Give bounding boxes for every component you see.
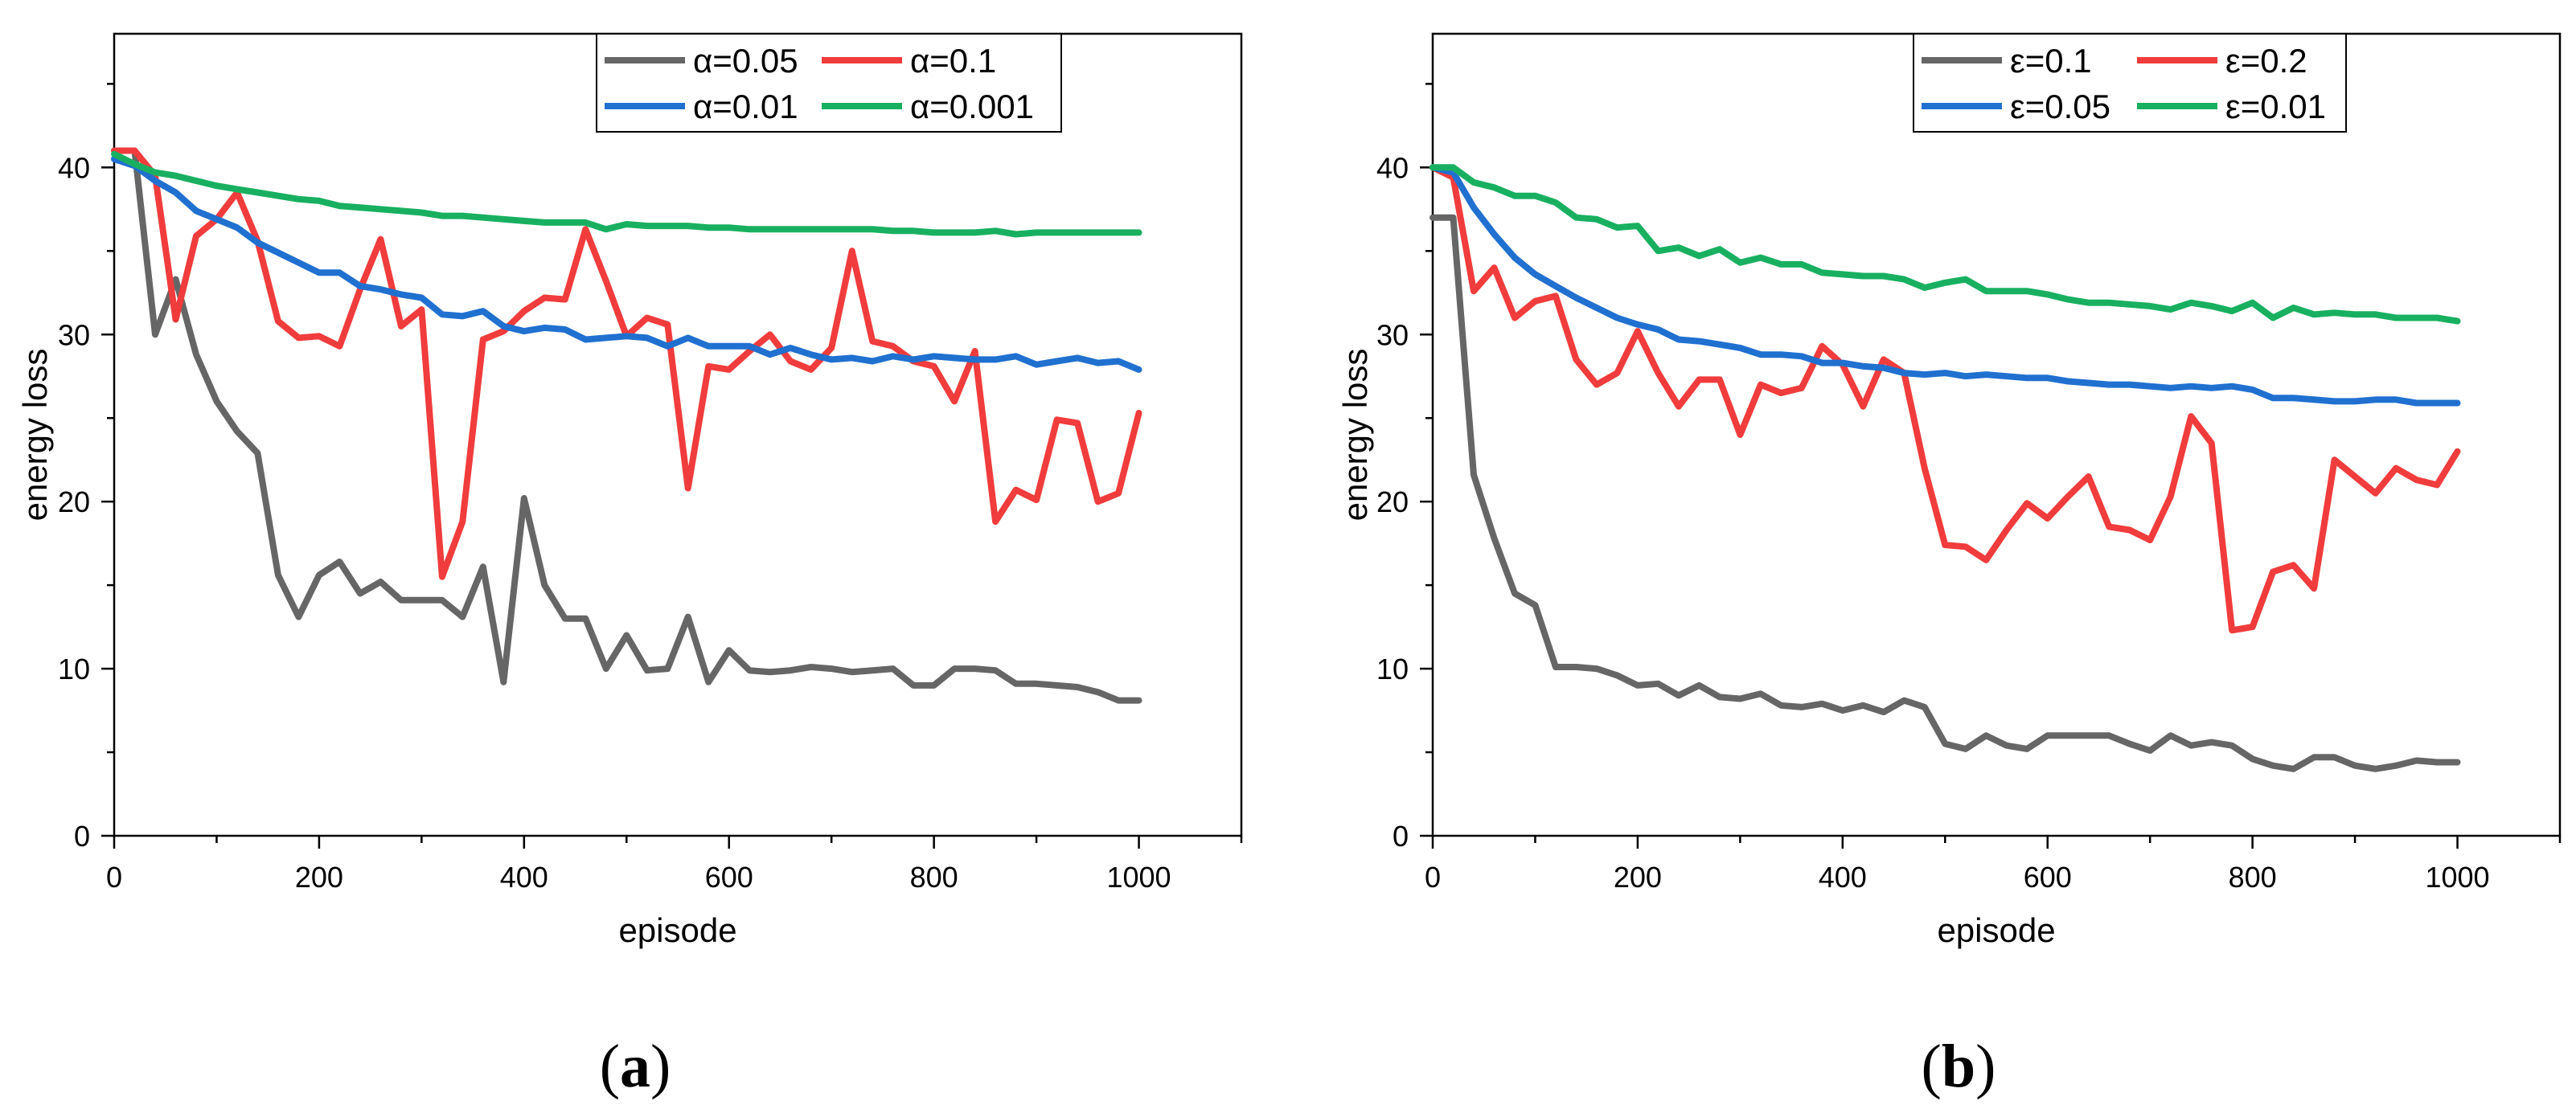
chart-panel-b: 0 200 400 600 800 1000 0 10 20 30 40 ε=0.1 ε=0.2 ε… — [1336, 32, 2562, 1100]
axis-ticks: 0 200 400 600 800 1000 0 10 20 30 40 — [58, 83, 1243, 894]
panel-caption-a: (a) — [600, 1033, 671, 1100]
legend-box — [1913, 33, 2347, 133]
series-line-2 — [1430, 164, 2461, 407]
y-axis-label: energy loss — [16, 349, 54, 522]
legend-label-1: ε=0.2 — [2225, 42, 2307, 80]
axis-ticks: 0 200 400 600 800 1000 0 10 20 30 40 — [1376, 83, 2562, 894]
y-tick-label: 10 — [1376, 653, 1409, 686]
y-tick-label: 0 — [74, 820, 90, 853]
y-tick-label: 30 — [58, 318, 90, 351]
legend-label-1: α=0.1 — [910, 42, 996, 80]
legend-box — [596, 33, 1062, 133]
legend-label-3: ε=0.01 — [2225, 88, 2326, 125]
chart-panel-a: 0 200 400 600 800 1000 0 10 20 30 40 α=0.05 α=0.1 … — [16, 32, 1243, 1100]
y-tick-label: 20 — [58, 485, 90, 518]
x-tick-label: 0 — [106, 861, 122, 894]
x-tick-label: 400 — [1819, 861, 1867, 894]
legend-label-2: ε=0.05 — [2010, 88, 2110, 125]
plot-frame — [113, 32, 1243, 837]
series-line-0 — [111, 147, 1142, 704]
legend-label-2: α=0.01 — [693, 88, 798, 125]
series-group — [111, 147, 1142, 704]
y-tick-label: 30 — [1376, 318, 1409, 351]
panel-label-b: b — [1942, 1033, 1975, 1100]
series-group — [1430, 164, 2461, 772]
y-tick-label: 40 — [58, 151, 90, 184]
x-tick-label: 600 — [2024, 861, 2072, 894]
x-tick-label: 400 — [500, 861, 548, 894]
x-tick-label: 0 — [1425, 861, 1441, 894]
legend-label-0: ε=0.1 — [2010, 42, 2092, 80]
legend-label-3: α=0.001 — [910, 88, 1034, 125]
x-tick-label: 1000 — [2425, 861, 2489, 894]
x-axis-label: episode — [618, 911, 736, 949]
series-line-3 — [1430, 164, 2461, 325]
x-tick-label: 200 — [1614, 861, 1662, 894]
x-axis-label: episode — [1937, 911, 2055, 949]
x-tick-label: 800 — [910, 861, 958, 894]
y-axis-label: energy loss — [1336, 349, 1374, 522]
y-tick-label: 10 — [58, 653, 90, 686]
series-line-2 — [111, 155, 1142, 373]
y-tick-label: 40 — [1376, 151, 1409, 184]
y-tick-label: 0 — [1393, 820, 1409, 853]
legend: α=0.05 α=0.1 α=0.01 α=0.001 — [596, 33, 1062, 133]
x-tick-label: 800 — [2229, 861, 2277, 894]
plot-frame — [1431, 32, 2562, 837]
panel-caption-b: (b) — [1922, 1033, 1996, 1100]
series-line-1 — [1430, 164, 2461, 634]
x-tick-label: 600 — [705, 861, 753, 894]
panel-label-a: a — [620, 1033, 650, 1100]
series-line-0 — [1430, 214, 2461, 772]
x-tick-label: 200 — [295, 861, 343, 894]
x-tick-label: 1000 — [1106, 861, 1171, 894]
legend: ε=0.1 ε=0.2 ε=0.05 ε=0.01 — [1913, 33, 2347, 133]
y-tick-label: 20 — [1376, 485, 1409, 518]
legend-label-0: α=0.05 — [693, 42, 798, 80]
series-line-3 — [111, 150, 1142, 238]
